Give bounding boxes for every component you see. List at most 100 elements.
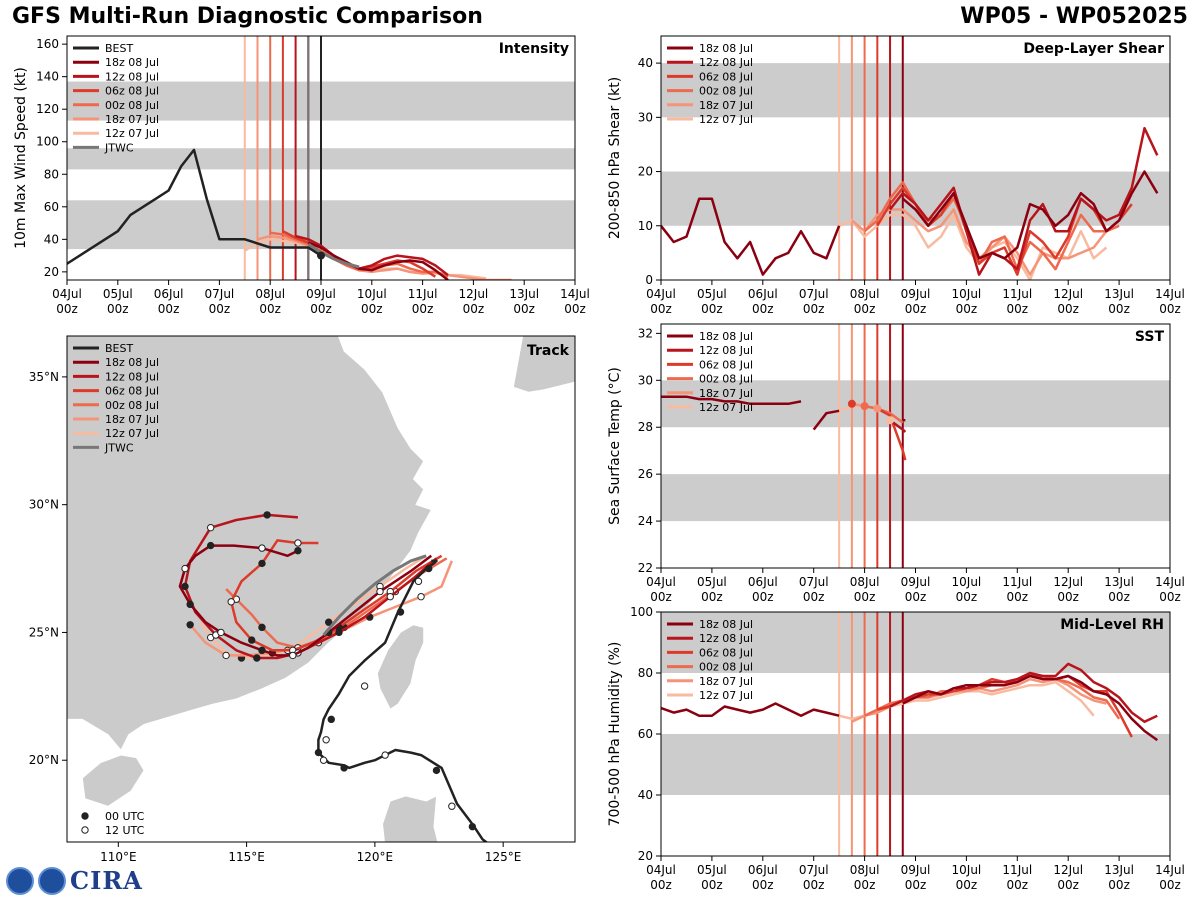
sst-x-tick-sublabel: 00z bbox=[752, 590, 774, 604]
shear-threshold-band bbox=[661, 171, 1170, 226]
rh-threshold-band bbox=[661, 612, 1170, 673]
track-forecast-marker bbox=[206, 541, 215, 550]
rh-x-tick-label: 11Jul bbox=[1002, 863, 1032, 877]
shear-x-tick-label: 05Jul bbox=[697, 287, 727, 301]
track-forecast-marker bbox=[258, 544, 266, 552]
storm-id-label: WP05 - WP052025 bbox=[960, 4, 1188, 29]
track-best-marker bbox=[414, 577, 423, 586]
track-forecast-marker bbox=[376, 587, 384, 596]
sst-data-point bbox=[873, 404, 882, 413]
track-panel: 110°E 115°E 120°E 125°E 20°N 25°N 30°N 35°N Trac… bbox=[29, 335, 576, 864]
shear-legend-label: 06z 08 Jul bbox=[699, 70, 753, 83]
intensity-x-tick-sublabel: 00z bbox=[56, 302, 78, 316]
sst-y-tick-label: 28 bbox=[638, 420, 653, 434]
track-forecast-marker bbox=[263, 511, 271, 519]
shear-x-tick-label: 10Jul bbox=[952, 287, 982, 301]
intensity-x-tick-label: 04Jul bbox=[52, 287, 82, 301]
track-forecast-marker bbox=[386, 592, 394, 601]
track-best-marker bbox=[319, 756, 328, 764]
intensity-x-tick-label: 11Jul bbox=[408, 287, 438, 301]
sst-x-tick-label: 04Jul bbox=[646, 575, 676, 589]
rh-x-tick-label: 06Jul bbox=[748, 863, 778, 877]
shear-y-axis-label: 200-850 hPa Shear (kt) bbox=[607, 77, 623, 239]
track-best-marker bbox=[340, 764, 348, 772]
rh-x-tick-sublabel: 00z bbox=[701, 878, 723, 892]
sst-x-tick-sublabel: 00z bbox=[1057, 590, 1079, 604]
track-x-tick-label: 110°E bbox=[100, 850, 137, 864]
sst-x-tick-label: 06Jul bbox=[748, 575, 778, 589]
intensity-y-tick-label: 80 bbox=[44, 167, 59, 181]
rh-legend-label: 00z 08 Jul bbox=[699, 661, 753, 674]
sst-y-axis-label: Sea Surface Temp (°C) bbox=[607, 367, 623, 525]
sst-data-point bbox=[860, 402, 869, 411]
sst-x-tick-label: 11Jul bbox=[1002, 575, 1032, 589]
track-best-marker bbox=[327, 715, 335, 724]
sst-legend-label: 12z 07 Jul bbox=[699, 401, 753, 414]
sst-x-tick-label: 05Jul bbox=[697, 575, 727, 589]
track-forecast-marker bbox=[258, 559, 266, 568]
intensity-x-tick-sublabel: 00z bbox=[463, 302, 485, 316]
intensity-jtwc-line bbox=[307, 242, 360, 269]
intensity-best-line bbox=[67, 148, 322, 265]
track-best-line bbox=[317, 559, 489, 842]
track-frame bbox=[66, 335, 576, 843]
sst-x-tick-sublabel: 00z bbox=[1108, 590, 1130, 604]
intensity-legend-label: 00z 08 Jul bbox=[105, 99, 159, 112]
track-legend-label: 12z 07 Jul bbox=[105, 427, 159, 440]
shear-y-tick-label: 40 bbox=[638, 56, 653, 70]
shear-x-tick-label: 04Jul bbox=[646, 287, 676, 301]
rh-y-tick-label: 60 bbox=[638, 727, 653, 741]
track-y-tick-label: 25°N bbox=[29, 625, 59, 639]
rh-x-tick-sublabel: 00z bbox=[1057, 878, 1079, 892]
sst-x-tick-label: 13Jul bbox=[1104, 575, 1134, 589]
sst-legend-label: 00z 08 Jul bbox=[699, 373, 753, 386]
intensity-x-tick-label: 10Jul bbox=[357, 287, 387, 301]
shear-legend-label: 12z 07 Jul bbox=[699, 113, 753, 126]
rh-legend-label: 12z 08 Jul bbox=[699, 632, 753, 645]
shear-x-tick-sublabel: 00z bbox=[1007, 302, 1029, 316]
track-forecast-marker bbox=[253, 654, 261, 662]
shear-panel: 04Jul00z05Jul00z06Jul00z07Jul00z08Jul00z… bbox=[607, 35, 1185, 316]
track-forecast-marker bbox=[294, 546, 302, 555]
intensity-x-tick-sublabel: 00z bbox=[564, 302, 586, 316]
shear-panel-title: Deep-Layer Shear bbox=[1023, 41, 1164, 57]
sst-x-tick-label: 09Jul bbox=[901, 575, 931, 589]
track-best-marker bbox=[448, 802, 456, 810]
track-forecast-marker bbox=[289, 651, 297, 660]
rh-y-tick-label: 40 bbox=[638, 788, 653, 802]
intensity-legend-label: 18z 07 Jul bbox=[105, 113, 159, 126]
intensity-x-tick-sublabel: 00z bbox=[361, 302, 383, 316]
intensity-y-tick-label: 40 bbox=[44, 232, 59, 246]
sst-y-tick-label: 22 bbox=[638, 561, 653, 575]
track-forecast-marker bbox=[181, 582, 189, 591]
rh-x-tick-label: 13Jul bbox=[1104, 863, 1134, 877]
intensity-legend-label: JTWC bbox=[104, 141, 134, 154]
hainan-island bbox=[81, 754, 145, 807]
intensity-x-tick-sublabel: 00z bbox=[513, 302, 535, 316]
rh-legend-label: 12z 07 Jul bbox=[699, 689, 753, 702]
rh-x-tick-label: 09Jul bbox=[901, 863, 931, 877]
intensity-x-tick-sublabel: 00z bbox=[107, 302, 129, 316]
track-y-tick-label: 30°N bbox=[29, 498, 59, 512]
sst-data-point bbox=[847, 399, 856, 408]
track-forecast-marker bbox=[294, 539, 302, 547]
rh-y-tick-label: 80 bbox=[638, 666, 653, 680]
shear-x-tick-label: 11Jul bbox=[1002, 287, 1032, 301]
track-best-marker bbox=[425, 564, 433, 573]
sst-plot-area bbox=[661, 324, 1170, 568]
rh-y-axis-label: 700-500 hPa Humidity (%) bbox=[607, 642, 623, 827]
intensity-series-line bbox=[270, 231, 449, 278]
sst-threshold-band bbox=[661, 474, 1170, 522]
rh-x-tick-label: 05Jul bbox=[697, 863, 727, 877]
track-forecast-marker bbox=[186, 600, 194, 609]
rh-x-tick-label: 04Jul bbox=[646, 863, 676, 877]
intensity-x-tick-label: 07Jul bbox=[205, 287, 235, 301]
sst-y-tick-label: 24 bbox=[638, 514, 653, 528]
rh-x-tick-sublabel: 00z bbox=[803, 878, 825, 892]
track-best-marker bbox=[360, 682, 369, 690]
sst-x-tick-sublabel: 00z bbox=[956, 590, 978, 604]
intensity-x-tick-label: 09Jul bbox=[306, 287, 336, 301]
rh-y-tick-label: 100 bbox=[630, 605, 653, 619]
track-y-tick-label: 20°N bbox=[29, 753, 59, 767]
rh-x-tick-sublabel: 00z bbox=[854, 878, 876, 892]
